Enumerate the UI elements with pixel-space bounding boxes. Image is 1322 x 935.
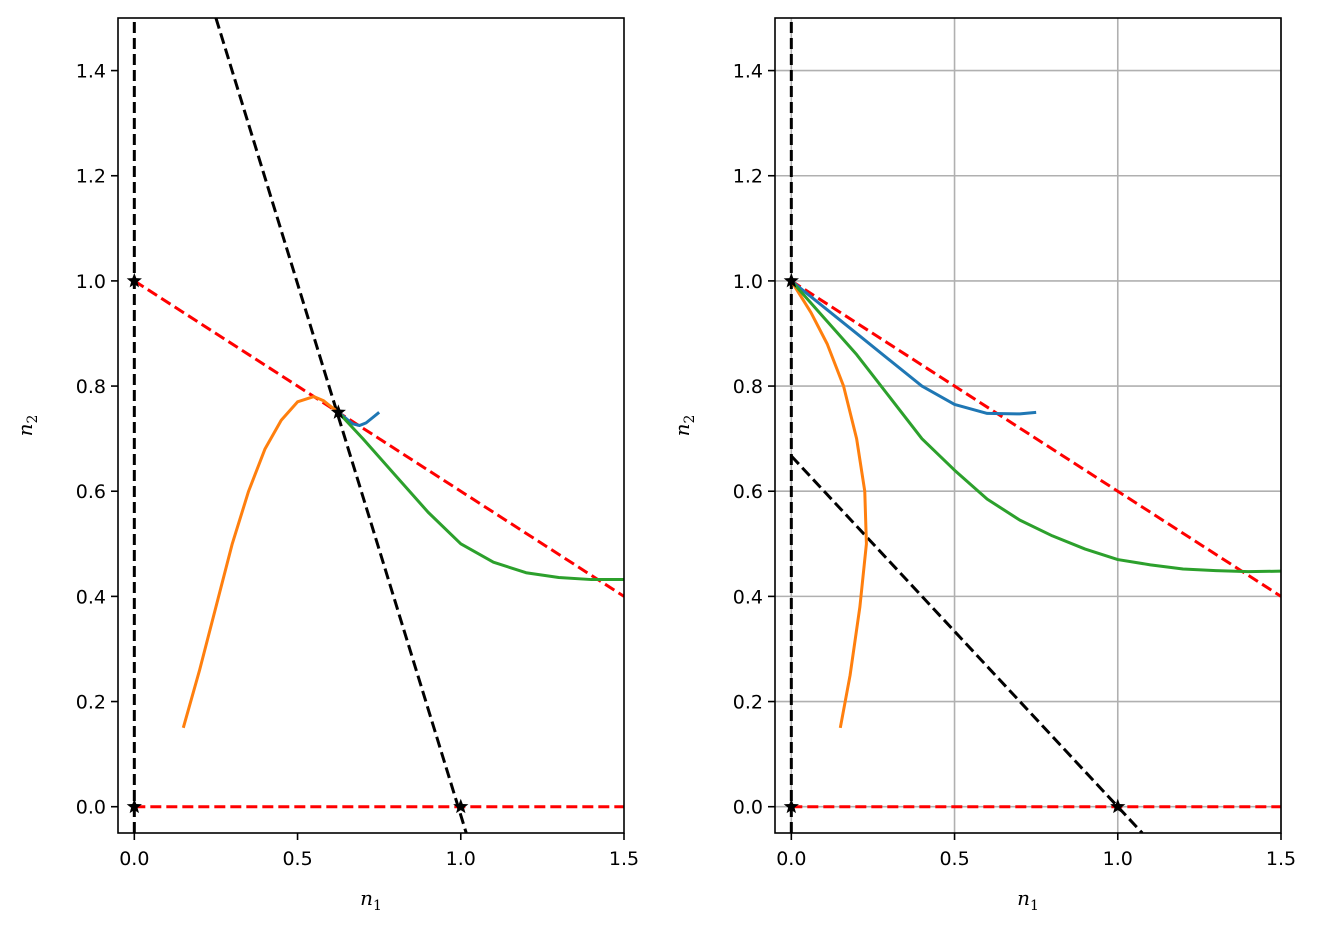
- trajectory-1: [181, 395, 340, 729]
- fixed-point-marker: [126, 272, 142, 288]
- trajectory-2: [790, 279, 1281, 574]
- plot-area: [132, 18, 624, 833]
- x-tick-label: 0.0: [119, 848, 149, 870]
- x-axis-label: n1: [360, 886, 382, 914]
- fixed-point-marker: [1110, 798, 1126, 814]
- y-tick-label: 1.4: [733, 61, 763, 83]
- fixed-point-marker: [453, 798, 469, 814]
- y-tick-label: 1.0: [76, 271, 106, 293]
- y-tick-label: 0.2: [733, 692, 763, 714]
- axes-frame: [117, 17, 625, 834]
- red-nullcline: [790, 279, 1281, 598]
- y-tick-label: 0.8: [76, 376, 106, 398]
- y-tick-label: 0.0: [76, 797, 106, 819]
- y-tick-label: 0.0: [733, 797, 763, 819]
- left-phase-portrait: 0.0 0.5 1.0 1.5 0.0 0.2 0.4 0.6 0.8 1.0 1.2 1.4 n1 n2: [13, 17, 639, 914]
- fixed-point-marker: [126, 798, 142, 814]
- y-tick-label: 0.6: [76, 481, 106, 503]
- y-tick-label: 1.4: [76, 61, 106, 83]
- y-tick-label: 0.4: [733, 586, 763, 608]
- y-tick-label: 0.6: [733, 481, 763, 503]
- x-tick-label: 0.0: [776, 848, 806, 870]
- y-tick-label: 1.0: [733, 271, 763, 293]
- plot-area: [789, 18, 1281, 833]
- y-axis-label: n2: [670, 415, 698, 437]
- right-phase-portrait: 0.0 0.5 1.0 1.5 0.0 0.2 0.4 0.6 0.8 1.0 1.2 1.4 n1 n2: [670, 17, 1296, 914]
- x-tick-label: 0.5: [939, 848, 969, 870]
- y-tick-label: 0.4: [76, 586, 106, 608]
- x-tick-label: 1.5: [609, 848, 639, 870]
- fixed-point-marker: [783, 798, 799, 814]
- y-axis-label: n2: [13, 415, 41, 437]
- x-tick-label: 1.0: [1103, 848, 1133, 870]
- black-nullcline: [790, 454, 1144, 833]
- fixed-point-marker: [783, 272, 799, 288]
- x-tick-label: 0.5: [282, 848, 312, 870]
- axes-frame: [774, 17, 1282, 834]
- red-nullcline: [133, 279, 624, 598]
- x-tick-label: 1.5: [1266, 848, 1296, 870]
- trajectory-0: [790, 279, 1037, 416]
- y-tick-label: 0.2: [76, 692, 106, 714]
- trajectory-2: [337, 411, 624, 582]
- x-tick-label: 1.0: [446, 848, 476, 870]
- y-tick-label: 0.8: [733, 376, 763, 398]
- x-axis-label: n1: [1017, 886, 1039, 914]
- fixed-point-marker: [330, 404, 346, 419]
- y-tick-label: 1.2: [76, 166, 106, 188]
- trajectory-1: [790, 280, 868, 729]
- y-tick-label: 1.2: [733, 166, 763, 188]
- black-nullcline: [214, 18, 468, 833]
